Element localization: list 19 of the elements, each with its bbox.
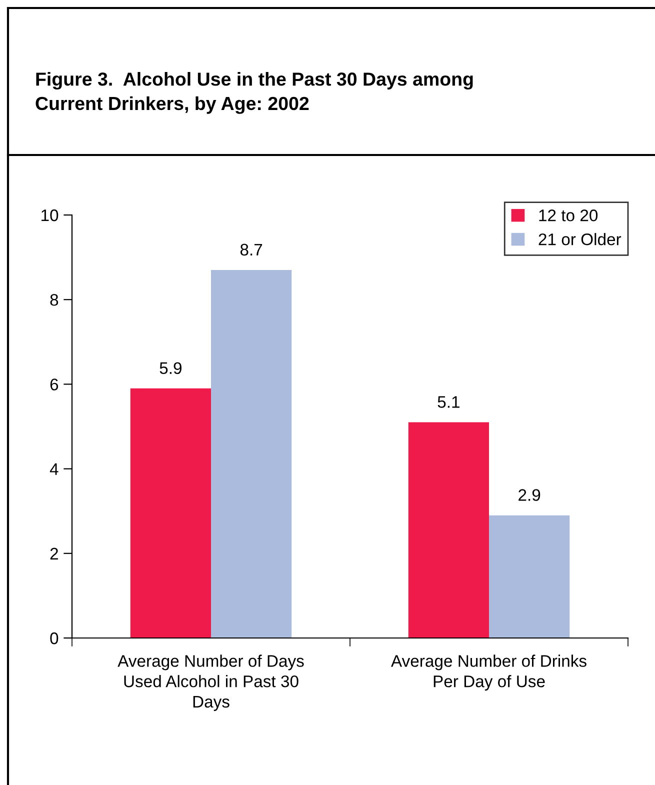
data-label: 5.9 [160,362,182,374]
y-tick-label: 10 [42,209,58,222]
y-tick-label: 4 [50,463,58,475]
data-label: 2.9 [518,489,540,501]
chart-title: Figure 3. Alcohol Use in the Past 30 Days among Current Drinkers, by Age: 2002 [36,72,473,114]
y-tick-label: 0 [50,632,58,644]
y-tick-label: 6 [50,378,58,390]
legend-label: 12 to 20 [539,210,598,222]
x-tick-label: Average Number of Drinks Per Day of Use [391,654,586,691]
y-tick-label: 8 [50,294,58,306]
legend-label: 21 or Older [538,233,622,246]
bar [130,388,211,638]
y-tick-label: 2 [50,548,58,560]
x-tick-label: Average Number of Days Used Alcohol in Past 30 Days [118,654,304,711]
bar [211,270,292,638]
data-label: 5.1 [438,396,460,408]
bar [408,422,489,638]
bar [489,515,570,638]
data-label: 8.7 [240,244,262,256]
